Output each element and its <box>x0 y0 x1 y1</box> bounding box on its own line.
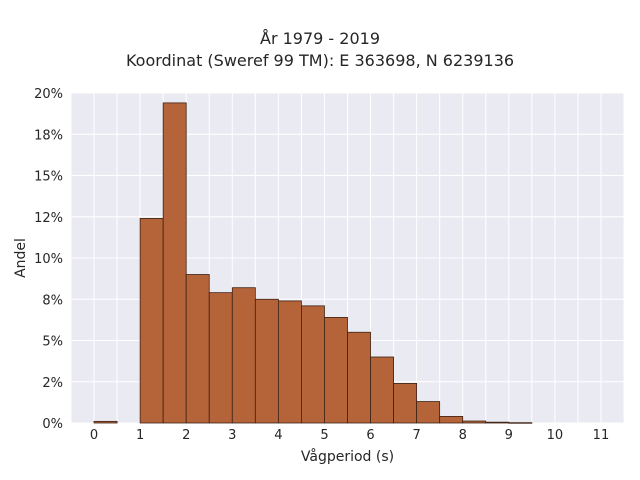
x-tick-label: 2 <box>182 428 190 443</box>
y-tick-label: 15% <box>34 170 63 185</box>
histogram-bar <box>139 217 164 424</box>
histogram-bar <box>93 420 118 424</box>
histogram-bar <box>277 300 302 424</box>
tick-layer: 0% 2% 5% 8% 10% 12% 15% 18% 20% 0 1 2 3 4 5 6 7 8 9 10 11 <box>34 87 609 443</box>
x-tick-label: 3 <box>228 428 236 443</box>
y-tick-label: 0% <box>42 417 63 432</box>
histogram-bar <box>485 421 510 424</box>
histogram-bar <box>393 382 418 424</box>
x-tick-label: 8 <box>459 428 467 443</box>
x-tick-label: 9 <box>505 428 513 443</box>
histogram-bar <box>162 102 187 424</box>
x-tick-label: 11 <box>593 428 610 443</box>
histogram-bar <box>370 356 394 424</box>
histogram-bar <box>416 401 441 424</box>
x-tick-label: 4 <box>274 428 282 443</box>
y-tick-label: 2% <box>42 376 63 391</box>
x-tick-label: 6 <box>366 428 374 443</box>
y-axis-label: Andel <box>13 238 29 278</box>
histogram-bar <box>254 298 279 424</box>
x-tick-label: 5 <box>320 428 328 443</box>
histogram-bar <box>439 415 464 424</box>
y-tick-label: 12% <box>34 211 63 226</box>
x-tick-label: 0 <box>90 428 98 443</box>
histogram-bar <box>231 287 256 424</box>
histogram-bar <box>208 292 233 424</box>
y-tick-label: 20% <box>34 87 63 102</box>
x-tick-label: 10 <box>547 428 564 443</box>
chart-title: År 1979 - 2019 <box>260 29 380 48</box>
y-tick-label: 8% <box>42 293 63 308</box>
histogram-bar <box>324 316 348 424</box>
y-tick-label: 18% <box>34 128 63 143</box>
x-tick-label: 1 <box>136 428 144 443</box>
histogram-bar <box>301 305 325 424</box>
x-tick-label: 7 <box>412 428 420 443</box>
x-axis-label: Vågperiod (s) <box>301 448 394 465</box>
y-tick-label: 5% <box>42 335 63 350</box>
histogram-bar <box>185 274 210 424</box>
chart-subtitle: Koordinat (Sweref 99 TM): E 363698, N 62… <box>125 51 515 70</box>
histogram-bar <box>347 331 371 424</box>
histogram-bar <box>462 420 487 424</box>
histogram-bar <box>508 422 533 424</box>
y-tick-label: 10% <box>34 252 63 267</box>
bar-layer <box>93 102 533 424</box>
